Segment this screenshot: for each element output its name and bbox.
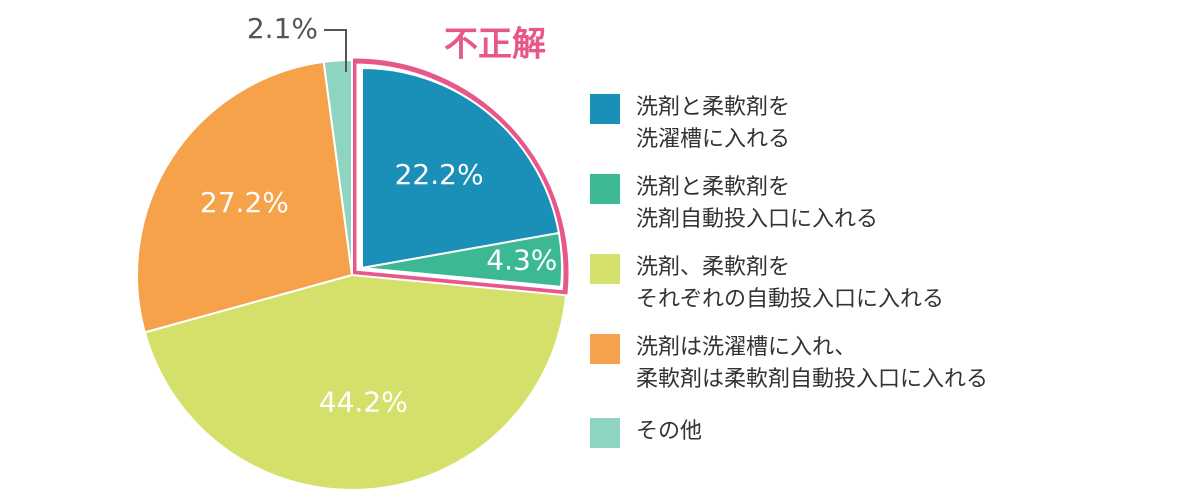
- legend-label: 洗剤と柔軟剤を 洗濯槽に入れる: [636, 95, 791, 152]
- legend-label: 洗剤は洗濯槽に入れ、 柔軟剤は柔軟剤自動投入口に入れる: [636, 335, 989, 392]
- legend-label: その他: [636, 419, 703, 444]
- value-label: 22.2%: [395, 158, 484, 191]
- legend-item: 洗剤は洗濯槽に入れ、 柔軟剤は柔軟剤自動投入口に入れる: [590, 332, 988, 396]
- pie-slice: [361, 231, 563, 288]
- pie-slice: [361, 66, 561, 270]
- pie-slice: [136, 60, 354, 334]
- pie-slice: [143, 273, 568, 492]
- value-label: 4.3%: [486, 243, 557, 276]
- legend-swatch: [590, 174, 620, 204]
- legend-swatch: [590, 94, 620, 124]
- legend-label: 洗剤と柔軟剤を 洗剤自動投入口に入れる: [636, 175, 879, 232]
- legend-item: 洗剤と柔軟剤を 洗剤自動投入口に入れる: [590, 172, 878, 236]
- leader-line: [324, 29, 347, 72]
- value-label: 27.2%: [200, 186, 289, 219]
- legend-label: 洗剤、柔軟剤を それぞれの自動投入口に入れる: [636, 255, 945, 312]
- legend-swatch: [590, 334, 620, 364]
- legend-item: 洗剤と柔軟剤を 洗濯槽に入れる: [590, 92, 790, 156]
- pie-slice: [322, 58, 353, 276]
- legend-item: 洗剤、柔軟剤を それぞれの自動投入口に入れる: [590, 252, 944, 316]
- annotation: 不正解: [444, 25, 546, 65]
- legend-swatch: [590, 254, 620, 284]
- legend-item: その他: [590, 416, 702, 448]
- legend-swatch: [590, 418, 620, 448]
- value-label: 2.1%: [247, 12, 318, 45]
- value-label: 44.2%: [319, 386, 408, 419]
